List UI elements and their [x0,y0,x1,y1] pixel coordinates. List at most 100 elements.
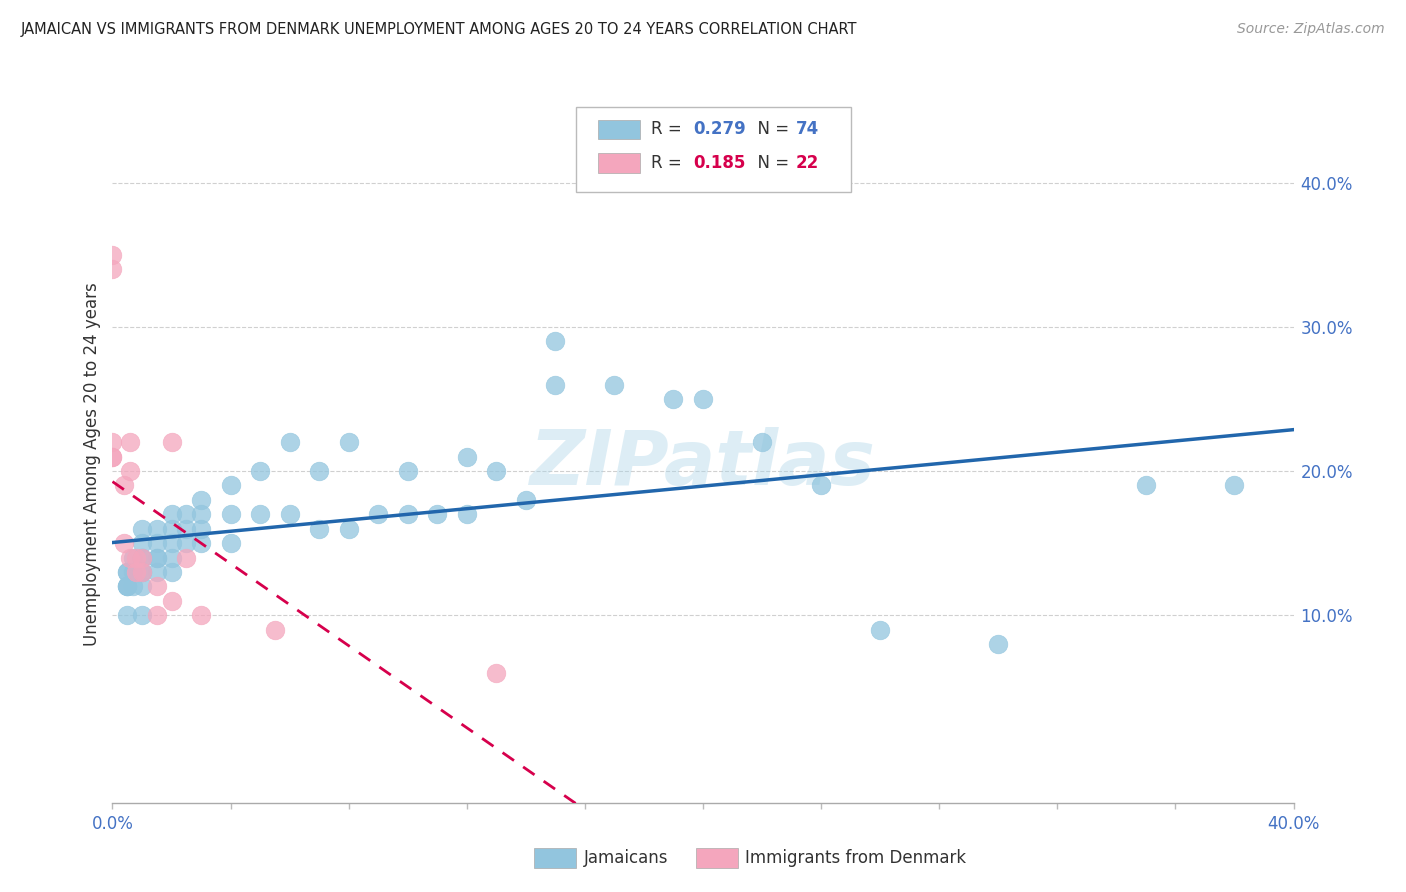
Point [337,522,360,536]
Point [544,377,567,392]
Point [101,435,124,450]
Text: Jamaicans: Jamaicans [583,849,668,867]
Text: 0.279: 0.279 [693,120,747,138]
Point [131,550,153,565]
Point [125,550,148,565]
Point [337,435,360,450]
Point [278,508,301,522]
Point [810,478,832,492]
Point [190,508,212,522]
Point [112,478,135,492]
Text: Source: ZipAtlas.com: Source: ZipAtlas.com [1237,22,1385,37]
Point [456,508,478,522]
Text: N =: N = [747,120,794,138]
Point [120,435,142,450]
Text: 22: 22 [796,154,820,172]
Point [120,550,142,565]
Point [160,536,183,550]
Point [426,508,449,522]
Point [122,565,145,579]
Point [146,536,169,550]
Point [692,392,714,406]
Point [249,508,271,522]
Point [174,536,197,550]
Point [146,608,169,623]
Point [190,522,212,536]
Text: R =: R = [651,120,688,138]
Point [131,550,153,565]
Point [515,492,537,507]
Point [396,464,419,478]
Point [101,450,124,464]
Point [131,565,153,579]
Point [485,464,508,478]
Point [278,435,301,450]
Point [219,536,242,550]
Point [131,536,153,550]
Y-axis label: Unemployment Among Ages 20 to 24 years: Unemployment Among Ages 20 to 24 years [83,282,101,646]
Point [112,536,135,550]
Point [131,522,153,536]
Point [117,579,138,593]
Point [101,262,124,277]
Text: Immigrants from Denmark: Immigrants from Denmark [745,849,966,867]
Point [190,492,212,507]
Point [264,623,287,637]
Point [160,594,183,608]
Text: 74: 74 [796,120,820,138]
Point [190,536,212,550]
Point [160,435,183,450]
Point [308,464,330,478]
Point [869,623,891,637]
Point [219,478,242,492]
Point [101,450,124,464]
Point [146,579,169,593]
Text: N =: N = [747,154,794,172]
Point [485,665,508,680]
Point [190,608,212,623]
Point [117,579,138,593]
Point [367,508,389,522]
Point [160,565,183,579]
Point [160,550,183,565]
Point [117,579,138,593]
Point [117,565,138,579]
Point [544,334,567,349]
Point [131,550,153,565]
Point [131,579,153,593]
Point [117,608,138,623]
Point [131,565,153,579]
Point [174,550,197,565]
Point [120,464,142,478]
Text: 0.185: 0.185 [693,154,745,172]
Text: ZIPatlas: ZIPatlas [530,427,876,500]
Text: R =: R = [651,154,688,172]
Point [122,550,145,565]
Point [101,248,124,262]
Point [1135,478,1157,492]
Point [125,565,148,579]
Point [122,579,145,593]
Point [160,522,183,536]
Point [131,565,153,579]
Point [396,508,419,522]
Point [603,377,626,392]
Point [249,464,271,478]
Point [219,508,242,522]
Point [456,450,478,464]
Point [1223,478,1246,492]
Point [751,435,773,450]
Point [146,565,169,579]
Point [146,550,169,565]
Point [308,522,330,536]
Point [662,392,685,406]
Point [174,508,197,522]
Point [146,522,169,536]
Point [160,508,183,522]
Point [146,550,169,565]
Point [131,608,153,623]
Point [174,522,197,536]
Point [117,565,138,579]
Point [987,637,1010,651]
Text: JAMAICAN VS IMMIGRANTS FROM DENMARK UNEMPLOYMENT AMONG AGES 20 TO 24 YEARS CORRE: JAMAICAN VS IMMIGRANTS FROM DENMARK UNEM… [21,22,858,37]
